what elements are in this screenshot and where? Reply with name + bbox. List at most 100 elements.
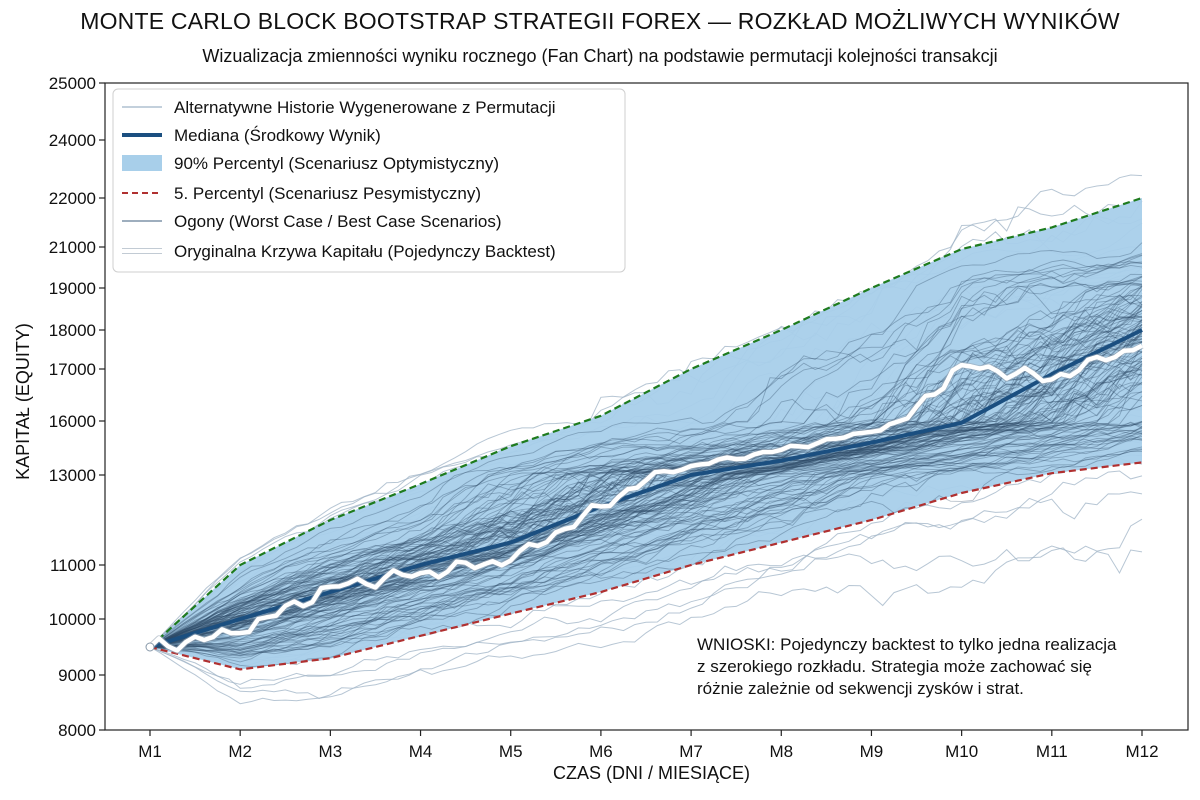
simulation-path bbox=[149, 341, 1143, 648]
legend-entry-label: Oryginalna Krzywa Kapitału (Pojedynczy B… bbox=[174, 242, 556, 261]
simulation-path bbox=[149, 321, 1143, 648]
simulation-path bbox=[149, 423, 1143, 651]
simulation-path bbox=[149, 428, 1143, 648]
simulation-path bbox=[149, 390, 1143, 648]
simulation-path bbox=[149, 449, 1143, 663]
x-tick-label: M8 bbox=[769, 742, 793, 761]
simulation-path bbox=[149, 310, 1143, 648]
simulation-path bbox=[149, 366, 1143, 648]
y-tick-label: 25000 bbox=[49, 74, 96, 93]
simulation-path bbox=[149, 289, 1143, 648]
x-tick-label: M9 bbox=[860, 742, 884, 761]
x-axis-label: CZAS (DNI / MIESIĄCE) bbox=[553, 763, 750, 783]
y-tick-label: 11000 bbox=[50, 556, 96, 575]
simulation-path bbox=[149, 435, 1143, 648]
simulation-path bbox=[149, 285, 1143, 648]
simulation-path bbox=[149, 275, 1143, 648]
chart-title: MONTE CARLO BLOCK BOOTSTRAP STRATEGII FO… bbox=[80, 8, 1120, 34]
simulation-path bbox=[149, 285, 1143, 648]
simulation-path bbox=[149, 357, 1143, 648]
simulation-path bbox=[149, 370, 1143, 648]
simulation-path bbox=[149, 365, 1143, 648]
simulation-path bbox=[149, 427, 1143, 648]
x-tick-label: M2 bbox=[228, 742, 252, 761]
annotation-line: WNIOSKI: Pojedynczy backtest to tylko je… bbox=[697, 635, 1117, 654]
simulation-path bbox=[149, 338, 1143, 648]
simulation-path bbox=[149, 324, 1143, 648]
simulation-path bbox=[149, 309, 1143, 648]
simulation-path bbox=[149, 363, 1143, 648]
simulation-path bbox=[149, 283, 1143, 648]
legend-handle-band bbox=[122, 155, 162, 171]
simulation-path bbox=[149, 341, 1143, 648]
conclusion-annotation: WNIOSKI: Pojedynczy backtest to tylko je… bbox=[697, 635, 1117, 698]
simulation-path bbox=[149, 420, 1143, 651]
simulation-path bbox=[149, 448, 1143, 648]
percentile-band bbox=[150, 198, 1142, 670]
y-tick-label: 19000 bbox=[49, 279, 96, 298]
x-tick-label: M5 bbox=[499, 742, 523, 761]
simulation-path bbox=[149, 395, 1143, 648]
original-equity-line bbox=[148, 343, 1144, 653]
simulation-path bbox=[149, 319, 1143, 648]
lower-percentile-line bbox=[149, 461, 1143, 671]
simulation-path bbox=[149, 261, 1143, 648]
simulation-path bbox=[149, 254, 1143, 648]
start-point bbox=[145, 642, 155, 652]
simulation-path bbox=[149, 430, 1143, 656]
simulation-path bbox=[149, 405, 1143, 649]
simulation-path bbox=[149, 280, 1143, 648]
tail-path bbox=[149, 470, 1143, 699]
annotation-line: z szerokiego rozkładu. Strategia może za… bbox=[697, 657, 1092, 676]
simulation-path bbox=[150, 421, 1143, 654]
simulation-path bbox=[149, 391, 1143, 648]
simulation-path bbox=[149, 341, 1143, 648]
x-tick-label: M3 bbox=[319, 742, 343, 761]
annotation-line: różnie zależnie od sekwencji zysków i st… bbox=[697, 679, 1024, 698]
simulation-path bbox=[149, 361, 1143, 648]
simulation-path bbox=[149, 429, 1143, 650]
simulation-path bbox=[149, 351, 1143, 648]
y-tick-label: 24000 bbox=[49, 131, 96, 150]
simulation-path bbox=[150, 427, 1143, 657]
simulation-path bbox=[149, 264, 1143, 648]
simulation-path bbox=[149, 426, 1143, 655]
upper-percentile-line bbox=[149, 196, 1143, 648]
simulation-path bbox=[149, 371, 1143, 648]
tail-path bbox=[149, 518, 1143, 685]
simulation-path bbox=[149, 373, 1143, 648]
simulation-path bbox=[149, 319, 1143, 648]
simulation-path bbox=[149, 305, 1143, 648]
simulation-path bbox=[149, 294, 1143, 648]
y-axis-label: KAPITAŁ (EQUITY) bbox=[13, 323, 33, 480]
x-tick-label: M6 bbox=[589, 742, 613, 761]
y-tick-label: 9000 bbox=[58, 666, 96, 685]
y-tick-label: 10000 bbox=[49, 610, 96, 629]
simulation-path bbox=[149, 421, 1143, 649]
legend-entry-label: Ogony (Worst Case / Best Case Scenarios) bbox=[174, 212, 502, 231]
y-tick-label: 22000 bbox=[49, 189, 96, 208]
x-tick-label: M4 bbox=[409, 742, 433, 761]
simulation-path bbox=[149, 261, 1143, 648]
y-tick-label: 17000 bbox=[49, 360, 96, 379]
percentile-band-area bbox=[150, 198, 1142, 670]
simulation-path bbox=[149, 405, 1143, 648]
simulation-path bbox=[149, 294, 1143, 648]
simulation-path bbox=[149, 346, 1143, 648]
simulation-path bbox=[149, 348, 1143, 648]
simulation-path bbox=[149, 421, 1143, 648]
simulation-path bbox=[149, 437, 1143, 653]
legend-entry-label: 5. Percentyl (Scenariusz Pesymistyczny) bbox=[174, 184, 481, 203]
simulation-path bbox=[149, 338, 1143, 648]
simulation-path bbox=[149, 253, 1143, 648]
simulation-path bbox=[149, 364, 1143, 648]
simulation-path bbox=[149, 287, 1143, 648]
simulation-path bbox=[149, 446, 1143, 668]
simulation-path bbox=[149, 276, 1143, 648]
simulation-path bbox=[149, 310, 1143, 648]
simulation-path bbox=[149, 242, 1143, 648]
simulation-path bbox=[149, 284, 1143, 648]
legend-box bbox=[112, 88, 626, 273]
simulation-path bbox=[149, 324, 1143, 648]
